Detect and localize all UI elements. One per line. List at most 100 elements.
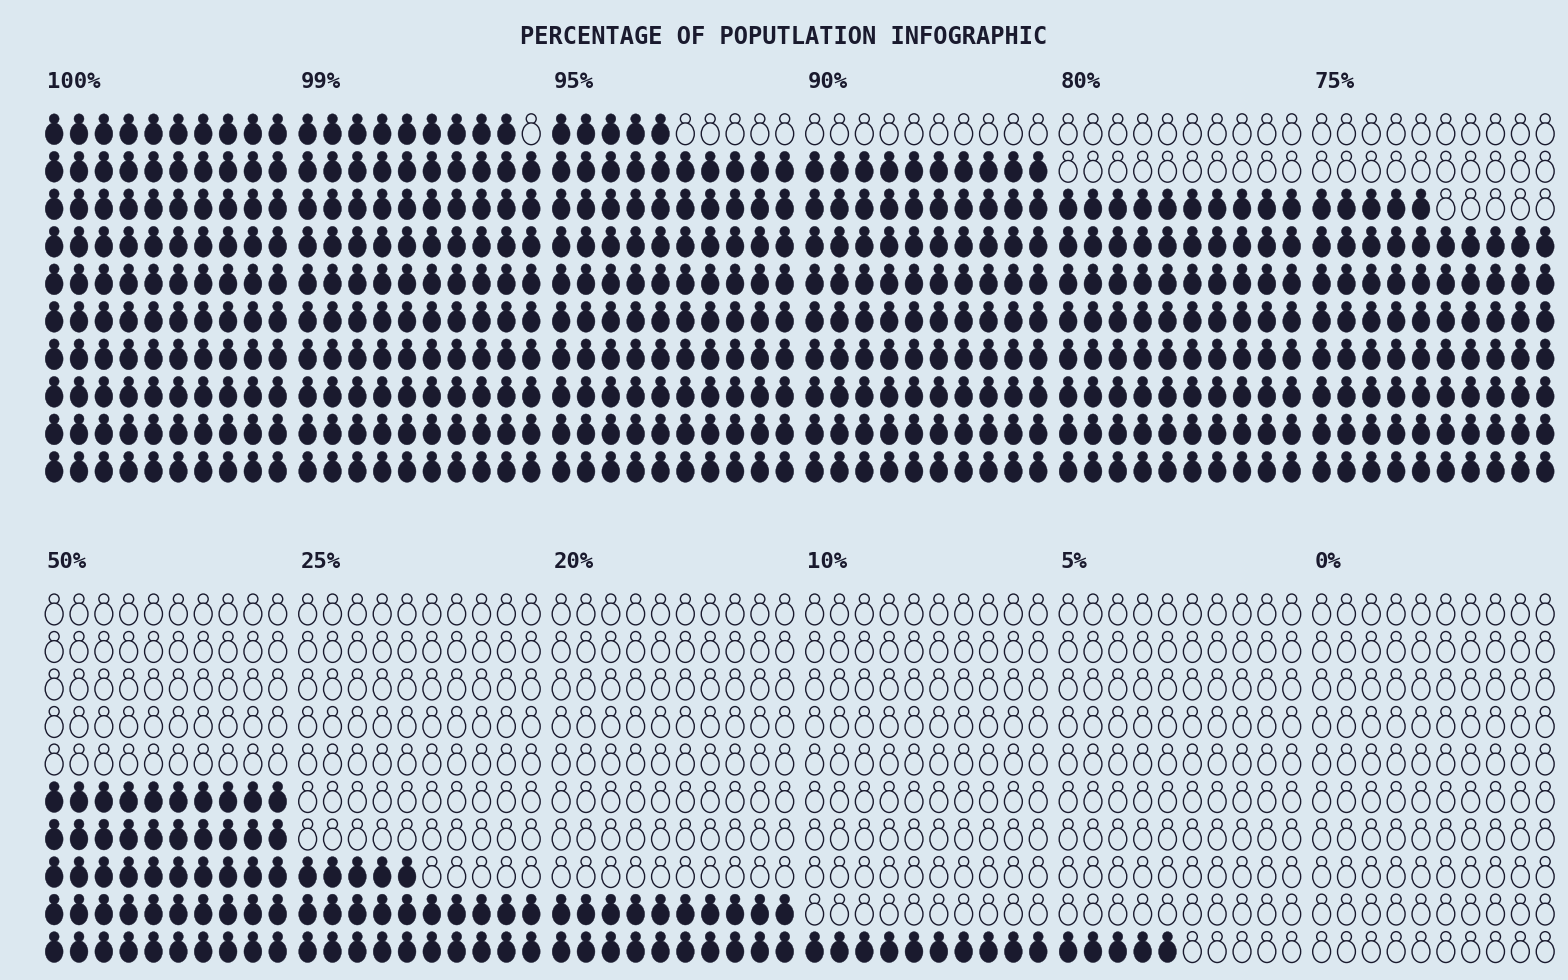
Circle shape: [248, 932, 257, 942]
Ellipse shape: [323, 904, 342, 925]
Ellipse shape: [1388, 198, 1405, 220]
Ellipse shape: [96, 828, 113, 850]
Circle shape: [378, 819, 387, 829]
Ellipse shape: [1258, 348, 1276, 369]
Ellipse shape: [299, 754, 317, 775]
Ellipse shape: [701, 311, 720, 332]
Ellipse shape: [1232, 311, 1251, 332]
Circle shape: [1441, 857, 1450, 866]
Circle shape: [1162, 932, 1173, 942]
Ellipse shape: [676, 678, 695, 700]
Ellipse shape: [96, 678, 113, 700]
Ellipse shape: [776, 311, 793, 332]
Circle shape: [958, 782, 969, 792]
Ellipse shape: [1461, 235, 1480, 257]
Circle shape: [706, 339, 715, 349]
Ellipse shape: [701, 603, 720, 625]
Circle shape: [1540, 819, 1551, 829]
Circle shape: [909, 744, 919, 754]
Circle shape: [1416, 707, 1425, 716]
Ellipse shape: [1109, 198, 1127, 220]
Ellipse shape: [1232, 754, 1251, 775]
Ellipse shape: [1338, 641, 1355, 662]
Circle shape: [1317, 744, 1327, 754]
Ellipse shape: [1083, 678, 1102, 700]
Circle shape: [706, 707, 715, 716]
Circle shape: [731, 932, 740, 942]
Circle shape: [1088, 302, 1098, 312]
Circle shape: [401, 151, 412, 162]
Circle shape: [426, 151, 437, 162]
Ellipse shape: [220, 198, 237, 220]
Ellipse shape: [1005, 122, 1022, 145]
Ellipse shape: [268, 198, 287, 220]
Circle shape: [754, 114, 765, 123]
Ellipse shape: [831, 311, 848, 332]
Ellipse shape: [323, 461, 342, 482]
Ellipse shape: [1486, 941, 1504, 962]
Circle shape: [681, 339, 690, 349]
Ellipse shape: [905, 423, 924, 445]
Ellipse shape: [522, 941, 539, 962]
Ellipse shape: [448, 235, 466, 257]
Circle shape: [909, 894, 919, 905]
Ellipse shape: [955, 603, 972, 625]
Ellipse shape: [1159, 385, 1176, 408]
Ellipse shape: [1109, 865, 1127, 888]
Circle shape: [1187, 594, 1198, 604]
Ellipse shape: [220, 641, 237, 662]
Circle shape: [1212, 302, 1221, 312]
Ellipse shape: [602, 754, 619, 775]
Ellipse shape: [1005, 311, 1022, 332]
Ellipse shape: [1184, 715, 1201, 737]
Ellipse shape: [1537, 161, 1554, 182]
Ellipse shape: [299, 122, 317, 145]
Circle shape: [731, 452, 740, 462]
Ellipse shape: [1283, 161, 1300, 182]
Circle shape: [1540, 414, 1551, 424]
Ellipse shape: [45, 603, 63, 625]
Ellipse shape: [726, 603, 743, 625]
Ellipse shape: [373, 603, 390, 625]
Circle shape: [935, 932, 944, 942]
Ellipse shape: [627, 461, 644, 482]
Ellipse shape: [751, 941, 768, 962]
Circle shape: [706, 302, 715, 312]
Circle shape: [198, 819, 209, 829]
Ellipse shape: [497, 865, 516, 888]
Ellipse shape: [268, 385, 287, 408]
Ellipse shape: [627, 603, 644, 625]
Ellipse shape: [1134, 865, 1151, 888]
Circle shape: [527, 151, 536, 162]
Circle shape: [884, 707, 894, 716]
Ellipse shape: [552, 235, 571, 257]
Circle shape: [1063, 414, 1073, 424]
Circle shape: [582, 594, 591, 604]
Ellipse shape: [577, 715, 594, 737]
Ellipse shape: [1060, 273, 1077, 295]
Ellipse shape: [1184, 161, 1201, 182]
Ellipse shape: [423, 423, 441, 445]
Circle shape: [1515, 151, 1526, 162]
Ellipse shape: [220, 904, 237, 925]
Circle shape: [731, 631, 740, 642]
Ellipse shape: [1159, 348, 1176, 369]
Ellipse shape: [1461, 791, 1480, 812]
Circle shape: [809, 631, 820, 642]
Ellipse shape: [627, 198, 644, 220]
Ellipse shape: [726, 161, 743, 182]
Ellipse shape: [448, 754, 466, 775]
Circle shape: [99, 894, 108, 905]
Circle shape: [859, 226, 869, 236]
Ellipse shape: [497, 904, 516, 925]
Ellipse shape: [1083, 941, 1102, 962]
Ellipse shape: [1134, 348, 1151, 369]
Circle shape: [1138, 414, 1148, 424]
Circle shape: [1317, 264, 1327, 273]
Ellipse shape: [930, 715, 947, 737]
Circle shape: [49, 782, 60, 792]
Ellipse shape: [806, 348, 823, 369]
Circle shape: [809, 857, 820, 866]
Circle shape: [1366, 932, 1377, 942]
Ellipse shape: [1258, 754, 1276, 775]
